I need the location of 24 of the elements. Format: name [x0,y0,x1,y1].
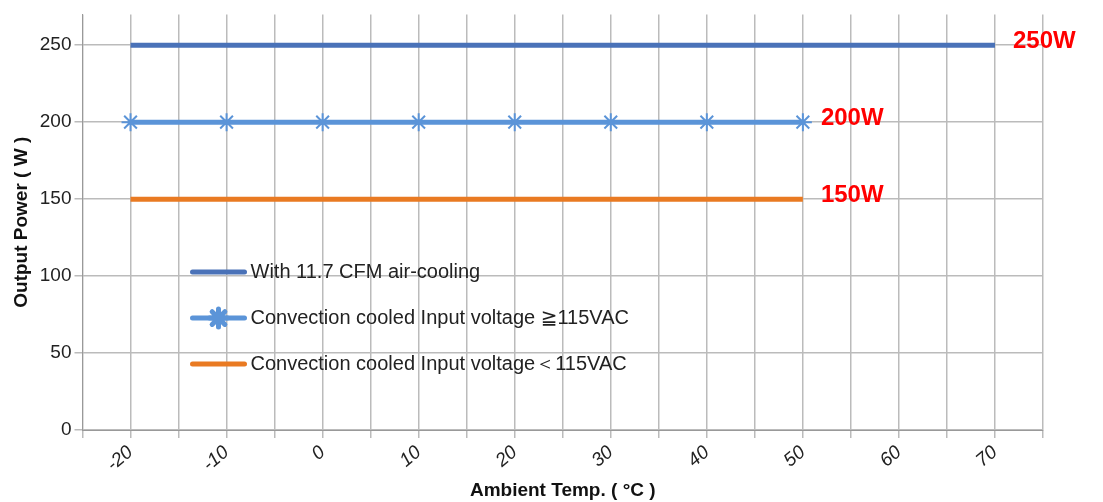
x-tick-label: 50 [779,440,810,471]
y-tick-label: 150 [39,187,72,209]
legend-label: Convection cooled Input voltage ≧115VAC [250,305,629,328]
x-tick-label: 30 [587,440,618,471]
y-tick-label: 250 [39,33,72,55]
x-tick-label: 60 [875,440,906,471]
legend-label: Convection cooled Input voltage＜115VAC [250,351,627,374]
y-tick-label: 200 [39,110,72,132]
y-tick-label: 100 [39,264,72,286]
x-tick-label: 0 [307,440,329,464]
x-tick-label: -10 [198,440,233,475]
y-tick-label: 50 [50,341,72,363]
y-axis-title: Output Power ( W ) [9,136,31,308]
x-tick-label: 40 [683,440,714,471]
legend-label: With 11.7 CFM air-cooling [250,259,481,282]
x-axis-title: Ambient Temp. ( °C ) [469,478,656,500]
annotation: 150W [820,179,884,207]
annotation: 250W [1012,25,1077,53]
annotation: 200W [820,102,884,130]
x-tick-label: 70 [971,440,1002,471]
x-tick-label: 20 [490,440,522,472]
x-tick-label: -20 [101,440,137,475]
x-tick-label: 10 [394,440,425,471]
y-tick-label: 0 [60,418,72,440]
